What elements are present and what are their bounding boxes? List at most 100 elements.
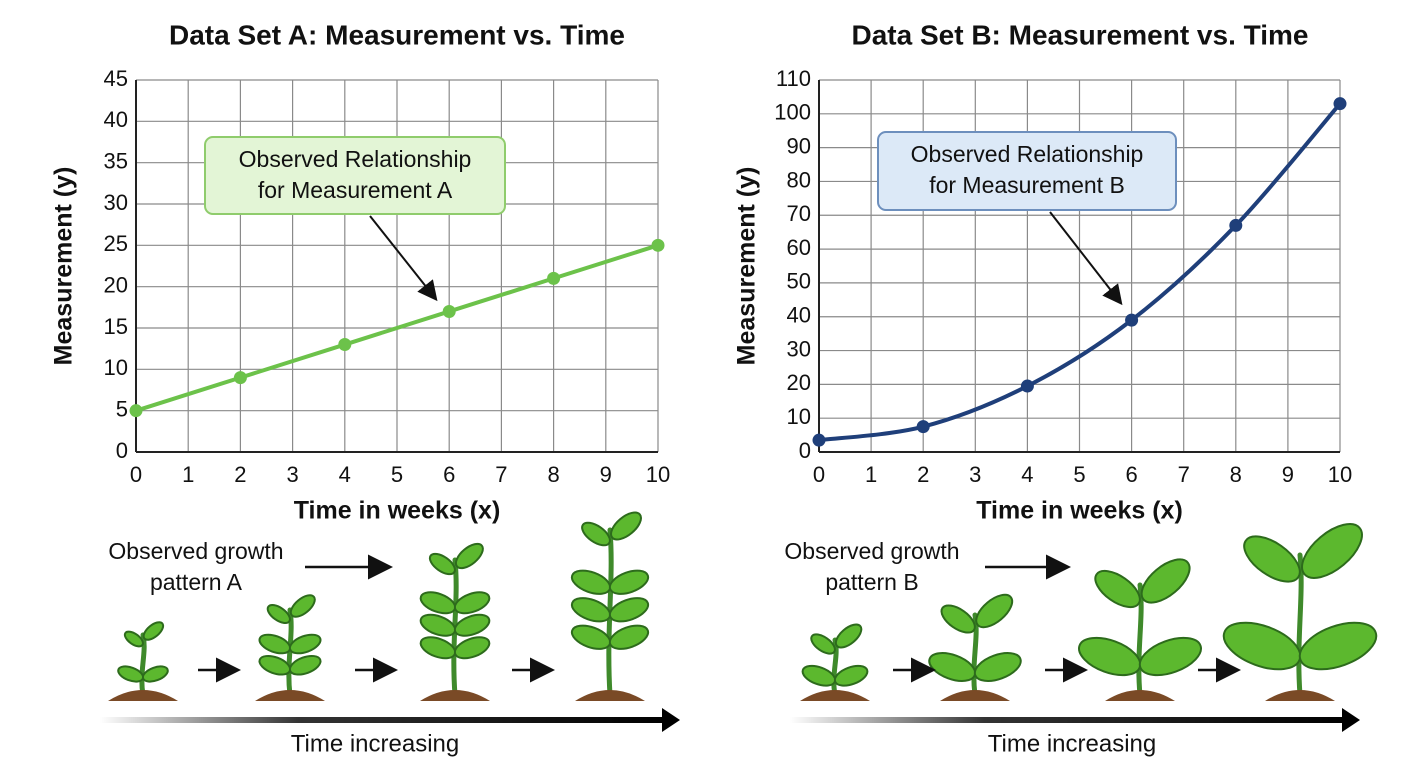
plant-illustration: [1078, 558, 1202, 701]
plant-leaf: [973, 652, 1022, 682]
x-axis-title: Time in weeks (x): [976, 497, 1183, 525]
annotation-text: Observed Relationship: [239, 146, 472, 172]
data-point: [1020, 379, 1034, 393]
plant-leaf: [428, 552, 456, 576]
growth-label: Observed growth: [108, 538, 283, 564]
y-axis-title: Measurement (y): [733, 167, 761, 366]
plant-leaf: [1138, 636, 1202, 677]
data-line: [135, 243, 659, 413]
x-tick-label: 3: [969, 462, 981, 487]
data-point: [442, 304, 456, 318]
plant-leaf: [833, 664, 869, 687]
timeline-bar: [790, 717, 1346, 723]
plant-leaf: [419, 613, 457, 637]
plant-leaf: [1243, 535, 1301, 583]
plant-illustration: [1222, 523, 1378, 701]
data-point: [338, 338, 352, 352]
growth-label: pattern A: [150, 569, 243, 595]
annotation-text: for Measurement A: [258, 177, 453, 203]
data-point: [129, 404, 143, 418]
soil-mound: [108, 690, 178, 701]
plant-leaf: [1140, 558, 1191, 604]
x-tick-label: 6: [1125, 462, 1137, 487]
data-point: [1229, 218, 1243, 232]
x-tick-label: 0: [813, 462, 825, 487]
plant-illustration: [800, 623, 870, 701]
plant-leaf: [940, 604, 976, 634]
plant-leaf: [453, 636, 491, 660]
y-tick-label: 5: [116, 396, 128, 421]
soil-mound: [800, 690, 870, 701]
y-tick-label: 50: [787, 269, 811, 294]
y-tick-label: 60: [787, 235, 811, 260]
plant-leaf: [1094, 569, 1141, 609]
plant-leaf: [289, 594, 316, 618]
y-tick-label: 15: [104, 314, 128, 339]
timeline-label: Time increasing: [988, 730, 1157, 757]
x-tick-label: 0: [130, 462, 142, 487]
plant-leaf: [975, 593, 1014, 629]
x-tick-label: 1: [865, 462, 877, 487]
y-tick-label: 100: [774, 100, 811, 125]
plant-leaf: [419, 636, 457, 660]
plant-leaf: [1301, 523, 1363, 579]
x-tick-label: 4: [1021, 462, 1033, 487]
data-point: [547, 271, 561, 285]
soil-mound: [1265, 690, 1335, 701]
plant-leaf: [454, 542, 484, 570]
timeline-head: [662, 708, 680, 732]
y-tick-label: 20: [104, 272, 128, 297]
plant-stem: [1296, 552, 1304, 698]
y-tick-label: 10: [787, 404, 811, 429]
plant-illustration: [419, 542, 491, 701]
x-tick-label: 9: [600, 462, 612, 487]
plant-leaf: [142, 621, 165, 641]
data-point: [812, 433, 826, 447]
plant-illustration: [255, 594, 325, 701]
plant-leaf: [928, 652, 977, 682]
plant-illustration: [928, 593, 1022, 701]
plant-stem: [606, 527, 614, 698]
timeline-bar: [100, 717, 666, 723]
plant-leaf: [453, 613, 491, 637]
soil-mound: [575, 690, 645, 701]
annotation-box: [204, 136, 506, 215]
soil-mound: [255, 690, 325, 701]
chart-title: Data Set B: Measurement vs. Time: [852, 19, 1309, 50]
plant-leaf: [1298, 621, 1378, 671]
x-tick-label: 10: [1328, 462, 1352, 487]
y-tick-label: 10: [104, 355, 128, 380]
x-tick-label: 2: [917, 462, 929, 487]
plant-leaf: [834, 623, 863, 649]
timeline-label: Time increasing: [291, 730, 460, 757]
plant-leaf: [1078, 636, 1142, 677]
growth-label: pattern B: [825, 569, 918, 595]
x-tick-label: 7: [1178, 462, 1190, 487]
x-axis-title: Time in weeks (x): [294, 497, 501, 525]
x-tick-label: 5: [391, 462, 403, 487]
x-tick-label: 8: [547, 462, 559, 487]
data-point: [1125, 313, 1139, 327]
y-tick-label: 80: [787, 167, 811, 192]
y-tick-label: 30: [104, 190, 128, 215]
plant-leaf: [266, 603, 291, 625]
y-tick-label: 35: [104, 148, 128, 173]
plant-leaf: [570, 569, 612, 595]
plant-leaf: [581, 521, 611, 547]
annotation-arrow: [369, 215, 438, 302]
annotation-text: Observed Relationship: [911, 141, 1144, 167]
soil-mound: [420, 690, 490, 701]
soil-mound: [1105, 690, 1175, 701]
timeline-head: [1342, 708, 1360, 732]
y-tick-label: 20: [787, 370, 811, 395]
chart-title: Data Set A: Measurement vs. Time: [169, 19, 625, 50]
x-tick-label: 10: [646, 462, 670, 487]
y-tick-label: 0: [116, 438, 128, 463]
plant-leaf: [141, 665, 169, 683]
plant-leaf: [453, 591, 491, 615]
data-point: [651, 238, 665, 252]
data-point: [233, 371, 247, 385]
plant-illustration: [108, 621, 178, 701]
